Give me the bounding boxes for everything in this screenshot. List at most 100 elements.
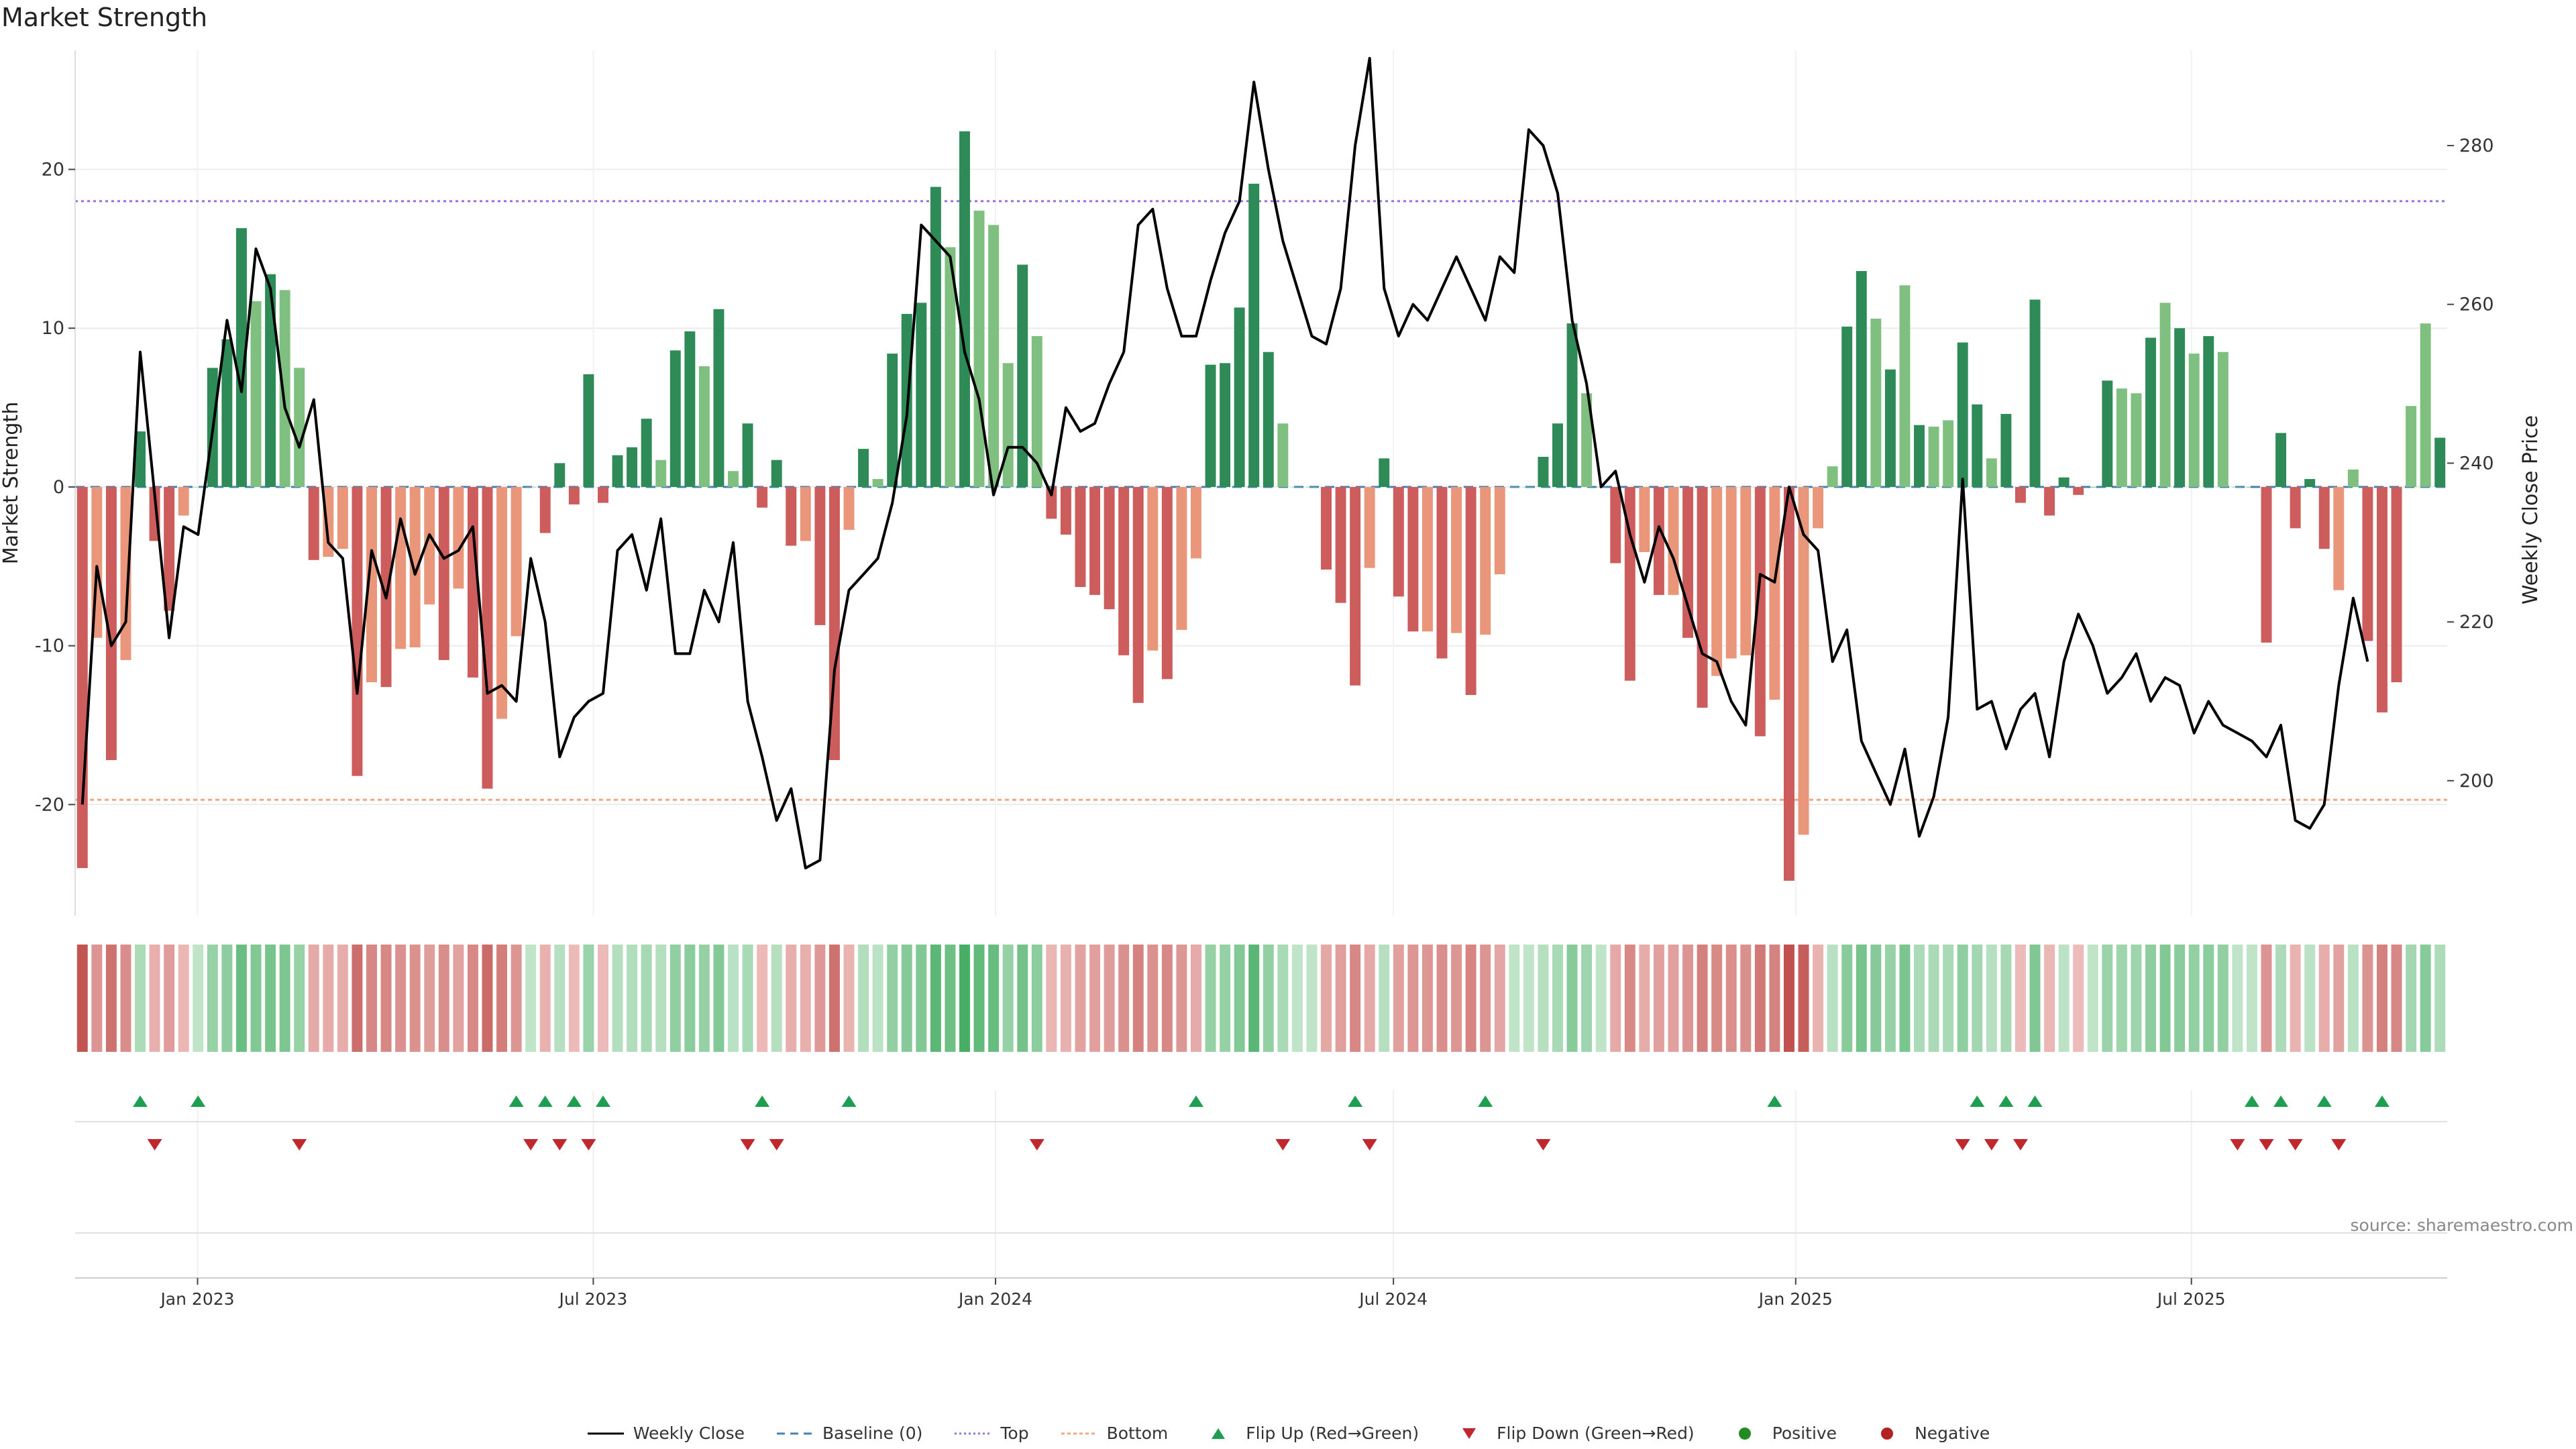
heatstrip-cell [1523,945,1534,1052]
heatstrip-cell [135,945,146,1052]
heatstrip-cell [250,945,262,1052]
strength-bar [698,366,710,487]
heatstrip-cell [1639,945,1650,1052]
heatstrip-cell [2333,945,2345,1052]
heatstrip-cell [1407,945,1419,1052]
heatstrip-cell [1480,945,1491,1052]
strength-bar [684,331,696,487]
strength-bar [1957,342,1968,487]
heatstrip-cell [105,945,117,1052]
strength-heatstrip [76,945,2446,1052]
y-tick-label: -10 [35,636,64,657]
heatstrip-cell [1321,945,1332,1052]
page-title: Market Strength [1,3,208,32]
flip-up-marker [755,1095,770,1107]
legend-label: Flip Up (Red→Green) [1246,1424,1419,1443]
y-axis-label: Market Strength [0,402,23,564]
heatstrip-cell [1783,945,1794,1052]
strength-bar [1118,486,1130,655]
strength-bar [887,354,898,487]
heatstrip-cell [1436,945,1448,1052]
heatstrip-cell [568,945,580,1052]
y-tick-label: 0 [53,477,64,498]
strength-bar [1943,420,1954,487]
heatstrip-cell [1161,945,1173,1052]
strength-bar [1451,486,1462,633]
heatstrip-cell [2217,945,2229,1052]
heatstrip-cell [2058,945,2070,1052]
legend-label: Baseline (0) [822,1424,923,1443]
strength-bar [1132,486,1144,703]
axes: -20 -10 0 10 20 200 220 240 260 280 Market Strengt… [0,50,2542,916]
strength-bar [1697,486,1708,708]
strength-bar [858,449,869,487]
strength-bar [105,486,117,761]
heatstrip-cell [1306,945,1318,1052]
strength-bar [482,486,493,789]
heatstrip-cell [988,945,1000,1052]
strength-bar [612,455,623,487]
heatstrip-cell [901,945,912,1052]
heatstrip-cell [1147,945,1159,1052]
flip-up-marker [1998,1095,2014,1107]
strength-bar [2362,486,2373,641]
legend-label: Weekly Close [633,1424,745,1443]
legend-item-positive: Positive [1725,1424,1837,1443]
strength-bar [120,486,131,660]
heatstrip-cell [2087,945,2098,1052]
heatstrip-cell [1451,945,1462,1052]
strength-bar [2232,486,2243,488]
strength-bar [728,471,739,487]
heatstrip-cell [1740,945,1752,1052]
heatstrip-cell [2159,945,2171,1052]
y2-tick-label: 220 [2459,612,2494,633]
strength-bar [641,419,652,487]
strength-bar [1841,326,1853,487]
legend-label: Bottom [1106,1424,1169,1443]
strength-bar [2347,469,2359,487]
strength-bar [1552,423,1563,487]
top-swatch-icon [955,1432,991,1434]
heatstrip-cell [1089,945,1101,1052]
heatstrip-cell [684,945,696,1052]
strength-bar [1104,486,1115,610]
heatstrip-cell [323,945,334,1052]
strength-bar [1899,285,1911,487]
strength-bar [1190,486,1201,559]
heatstrip-cell [916,945,927,1052]
heatstrip-cell [771,945,782,1052]
strength-bar [438,486,449,660]
x-tick-label: Jul 2024 [1358,1289,1428,1309]
heatstrip-cell [858,945,869,1052]
heatstrip-cell [843,945,855,1052]
strength-bar [1827,466,1838,487]
strength-bar [959,131,970,487]
strength-bar [1653,486,1664,595]
strength-bar [1624,486,1635,681]
heatstrip-cell [1031,945,1042,1052]
heatstrip-cell [1682,945,1694,1052]
heatstrip-cell [294,945,305,1052]
heatstrip-cell [1104,945,1115,1052]
strength-bar [2029,299,2041,487]
legend-label: Positive [1772,1424,1837,1443]
strength-bar [1581,393,1593,487]
strength-bar [1798,486,1809,835]
strength-bar [1205,364,1216,487]
heatstrip-cell [409,945,421,1052]
strength-bar [2217,352,2229,487]
x-tick-label: Jan 2024 [957,1289,1032,1309]
legend-label: Flip Down (Green→Red) [1497,1424,1695,1443]
flip-markers [75,1095,2447,1234]
strength-bar [2000,414,2012,487]
heatstrip-cell [698,945,710,1052]
strength-bar [988,225,1000,487]
heatstrip-cell [2203,945,2214,1052]
heatstrip-cell [2131,945,2142,1052]
strength-bar [235,228,247,487]
heatstrip-cell [1668,945,1679,1052]
heatstrip-cell [2044,945,2055,1052]
heatstrip-cell [2246,945,2257,1052]
strength-bar [539,486,551,533]
heatstrip-cell [2073,945,2084,1052]
